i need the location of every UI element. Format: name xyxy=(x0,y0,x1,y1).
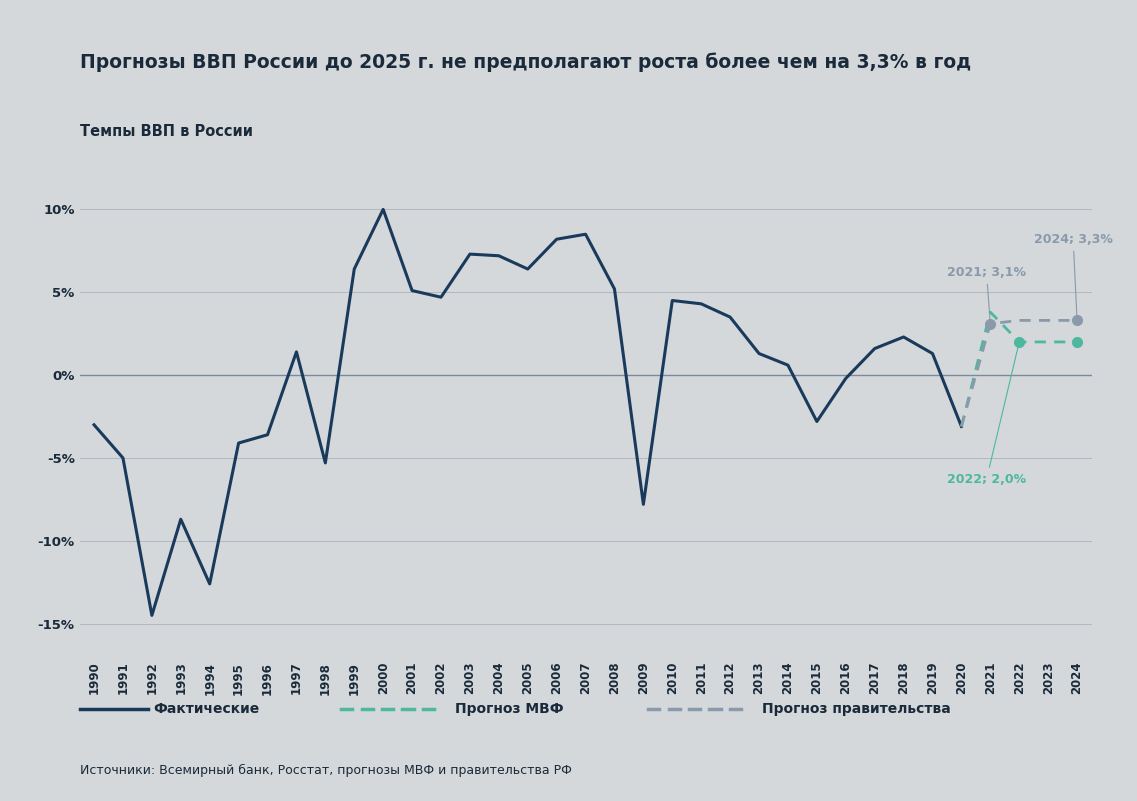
Text: Прогноз МВФ: Прогноз МВФ xyxy=(455,702,564,716)
Text: Прогнозы ВВП России до 2025 г. не предполагают роста более чем на 3,3% в год: Прогнозы ВВП России до 2025 г. не предпо… xyxy=(80,52,971,71)
Text: Темпы ВВП в России: Темпы ВВП в России xyxy=(80,124,252,139)
Text: 2022; 2,0%: 2022; 2,0% xyxy=(947,344,1026,486)
Text: 2021; 3,1%: 2021; 3,1% xyxy=(947,266,1026,321)
Text: Прогноз правительства: Прогноз правительства xyxy=(762,702,951,716)
Text: 2024; 3,3%: 2024; 3,3% xyxy=(1034,232,1113,318)
Text: Фактические: Фактические xyxy=(153,702,259,716)
Text: Источники: Всемирный банк, Росстат, прогнозы МВФ и правительства РФ: Источники: Всемирный банк, Росстат, прог… xyxy=(80,764,572,777)
